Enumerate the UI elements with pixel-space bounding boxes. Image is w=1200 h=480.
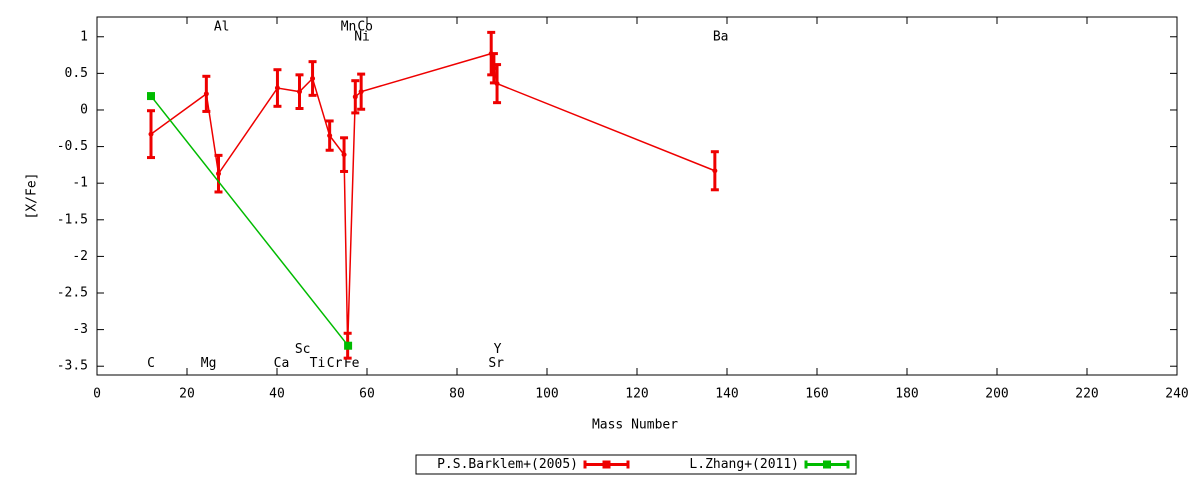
element-label: Ba bbox=[713, 29, 729, 44]
point bbox=[297, 89, 302, 95]
element-label: Sr bbox=[488, 356, 504, 371]
x-axis-label: Mass Number bbox=[592, 418, 678, 433]
y-tick-label: -0.5 bbox=[57, 139, 88, 154]
legend-label: P.S.Barklem+(2005) bbox=[437, 457, 578, 472]
point bbox=[712, 168, 718, 174]
element-label: C bbox=[147, 356, 155, 371]
y-axis-label: [X/Fe] bbox=[25, 173, 40, 220]
y-tick-label: -3.5 bbox=[57, 359, 88, 374]
point bbox=[148, 131, 154, 137]
x-tick-label: 220 bbox=[1075, 387, 1098, 402]
series-line bbox=[150, 95, 349, 347]
point bbox=[494, 81, 500, 87]
legend-label: L.Zhang+(2011) bbox=[689, 457, 799, 472]
point bbox=[216, 171, 221, 177]
legend-swatch-point bbox=[602, 460, 611, 469]
x-tick-label: 80 bbox=[449, 387, 465, 402]
x-tick-label: 200 bbox=[985, 387, 1008, 402]
x-tick-label: 60 bbox=[359, 387, 375, 402]
element-label: Ca bbox=[274, 356, 290, 371]
element-label: Sc bbox=[295, 342, 311, 357]
y-tick-label: 1 bbox=[80, 29, 88, 44]
element-label: Co bbox=[357, 20, 373, 35]
x-tick-label: 40 bbox=[269, 387, 285, 402]
legend-swatch-point bbox=[823, 460, 831, 469]
y-tick-label: -2 bbox=[72, 249, 88, 264]
element-label: Ni bbox=[354, 29, 370, 44]
y-tick-label: -3 bbox=[72, 322, 88, 337]
y-tick-label: 0.5 bbox=[65, 66, 88, 81]
element-label: Cr bbox=[327, 356, 343, 371]
element-label: Y bbox=[494, 342, 502, 357]
point bbox=[344, 341, 353, 350]
series-line bbox=[150, 52, 716, 346]
x-tick-label: 160 bbox=[805, 387, 828, 402]
point bbox=[327, 133, 333, 139]
x-tick-label: 140 bbox=[715, 387, 738, 402]
x-tick-label: 240 bbox=[1165, 387, 1188, 402]
point bbox=[310, 75, 316, 81]
point bbox=[203, 91, 209, 97]
x-tick-label: 20 bbox=[179, 387, 195, 402]
point bbox=[358, 89, 364, 95]
point bbox=[341, 152, 347, 158]
x-tick-label: 0 bbox=[93, 387, 101, 402]
element-label: Ti bbox=[310, 356, 326, 371]
point bbox=[274, 85, 280, 91]
y-tick-label: 0 bbox=[80, 102, 88, 117]
point bbox=[352, 94, 358, 100]
x-tick-label: 180 bbox=[895, 387, 918, 402]
x-tick-label: 100 bbox=[535, 387, 558, 402]
point bbox=[147, 92, 155, 101]
element-label: Al bbox=[214, 20, 230, 35]
point bbox=[491, 65, 497, 71]
element-label: Mn bbox=[341, 20, 357, 35]
legend-box bbox=[415, 454, 857, 475]
y-tick-label: -1 bbox=[72, 176, 88, 191]
x-tick-label: 120 bbox=[625, 387, 648, 402]
y-tick-label: -1.5 bbox=[57, 212, 88, 227]
element-label: Mg bbox=[201, 356, 217, 371]
plot-frame bbox=[96, 16, 1178, 376]
y-tick-label: -2.5 bbox=[57, 286, 88, 301]
